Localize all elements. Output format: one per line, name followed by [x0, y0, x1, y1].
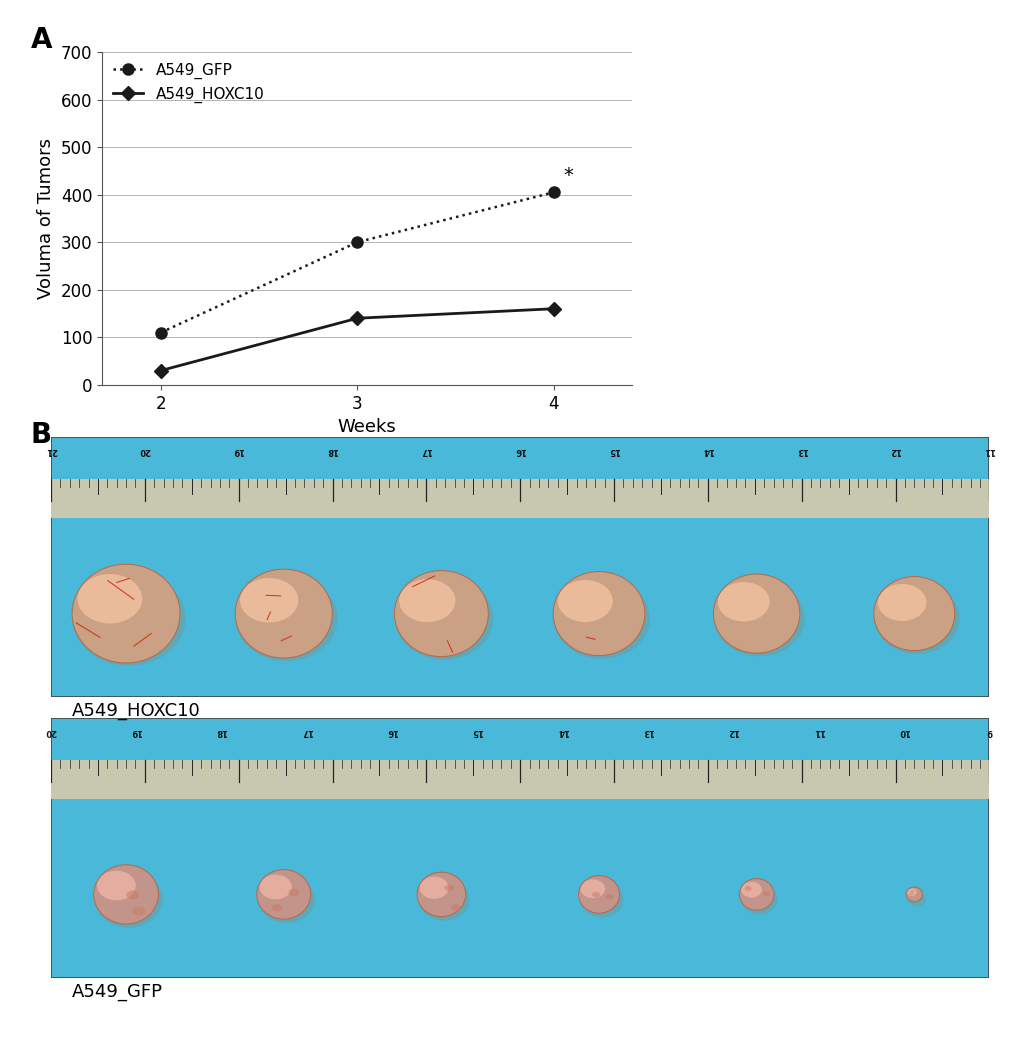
Y-axis label: Voluma of Tumors: Voluma of Tumors	[37, 138, 55, 298]
Text: 19: 19	[130, 727, 142, 736]
Line: A549_GFP: A549_GFP	[155, 187, 558, 338]
Text: A: A	[31, 26, 52, 54]
Text: B: B	[31, 421, 52, 449]
Ellipse shape	[580, 882, 623, 917]
Ellipse shape	[552, 572, 644, 655]
Text: *: *	[564, 166, 573, 185]
Ellipse shape	[72, 564, 180, 664]
Ellipse shape	[744, 886, 751, 891]
A549_HOXC10	[351, 312, 363, 324]
Ellipse shape	[741, 882, 761, 898]
Text: A549_GFP: A549_GFP	[71, 983, 162, 1000]
Text: 14: 14	[701, 446, 713, 456]
Ellipse shape	[259, 875, 291, 900]
Ellipse shape	[877, 584, 925, 621]
Ellipse shape	[419, 877, 448, 899]
Text: 14: 14	[556, 727, 569, 736]
Ellipse shape	[873, 576, 954, 651]
Ellipse shape	[239, 578, 298, 623]
Ellipse shape	[126, 890, 140, 900]
Ellipse shape	[288, 889, 299, 896]
A549_GFP	[155, 327, 167, 339]
Ellipse shape	[910, 890, 913, 892]
Bar	[51, 478, 988, 518]
Ellipse shape	[713, 574, 799, 653]
Text: 16: 16	[386, 727, 397, 736]
Bar	[51, 759, 988, 799]
Text: 21: 21	[45, 446, 57, 456]
Ellipse shape	[257, 869, 311, 919]
Text: 19: 19	[232, 446, 245, 456]
Ellipse shape	[235, 569, 332, 658]
Text: 12: 12	[727, 727, 739, 736]
Ellipse shape	[450, 904, 460, 911]
Ellipse shape	[906, 888, 916, 895]
Ellipse shape	[909, 892, 912, 895]
Ellipse shape	[444, 884, 453, 891]
Ellipse shape	[580, 880, 604, 899]
Line: A549_HOXC10: A549_HOXC10	[156, 304, 558, 375]
Text: A549_HOXC10: A549_HOXC10	[71, 702, 200, 720]
Text: 17: 17	[420, 446, 432, 456]
Text: 18: 18	[326, 446, 338, 456]
Ellipse shape	[578, 876, 619, 913]
Legend: A549_GFP, A549_HOXC10: A549_GFP, A549_HOXC10	[106, 56, 270, 109]
Ellipse shape	[394, 571, 488, 656]
Text: 11: 11	[812, 727, 823, 736]
X-axis label: Weeks: Weeks	[337, 418, 396, 436]
Text: 12: 12	[889, 446, 901, 456]
Text: 15: 15	[471, 727, 483, 736]
Ellipse shape	[235, 576, 337, 661]
Ellipse shape	[739, 879, 773, 910]
Ellipse shape	[77, 574, 142, 623]
Text: 18: 18	[216, 727, 227, 736]
Ellipse shape	[417, 873, 466, 916]
Ellipse shape	[94, 865, 158, 924]
Ellipse shape	[605, 894, 613, 900]
Text: 13: 13	[642, 727, 653, 736]
Ellipse shape	[762, 891, 769, 896]
Text: 13: 13	[795, 446, 807, 456]
Text: 9: 9	[985, 727, 991, 736]
Ellipse shape	[557, 580, 612, 622]
Ellipse shape	[741, 885, 776, 914]
Text: 20: 20	[45, 727, 57, 736]
Text: 17: 17	[301, 727, 313, 736]
Ellipse shape	[72, 572, 185, 666]
Ellipse shape	[713, 581, 804, 656]
Ellipse shape	[874, 583, 959, 654]
A549_GFP	[351, 236, 363, 249]
A549_GFP	[547, 186, 559, 199]
Ellipse shape	[591, 891, 599, 898]
A549_HOXC10	[155, 364, 167, 376]
Text: 20: 20	[139, 446, 151, 456]
Ellipse shape	[97, 870, 136, 901]
Ellipse shape	[394, 578, 493, 659]
Ellipse shape	[258, 876, 315, 924]
Text: 10: 10	[898, 727, 909, 736]
Ellipse shape	[905, 887, 921, 902]
Ellipse shape	[95, 872, 163, 928]
A549_HOXC10	[547, 303, 559, 315]
Ellipse shape	[271, 904, 282, 911]
Text: 11: 11	[982, 446, 995, 456]
Ellipse shape	[908, 892, 924, 907]
Ellipse shape	[717, 582, 769, 622]
Ellipse shape	[398, 579, 455, 622]
Text: 16: 16	[514, 446, 526, 456]
Ellipse shape	[418, 879, 469, 920]
Text: 15: 15	[607, 446, 620, 456]
Ellipse shape	[132, 907, 145, 915]
Ellipse shape	[553, 579, 649, 658]
